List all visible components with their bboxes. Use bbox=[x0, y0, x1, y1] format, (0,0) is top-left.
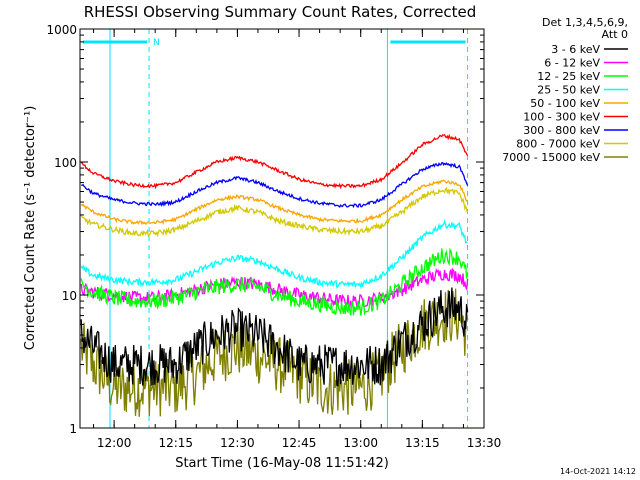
x-tick-label: 13:00 bbox=[343, 436, 378, 450]
y-tick-label: 100 bbox=[54, 156, 77, 170]
x-tick-label: 12:15 bbox=[158, 436, 193, 450]
legend-label: 7000 - 15000 keV bbox=[502, 151, 600, 164]
series-line-300-800-keV bbox=[81, 161, 469, 209]
legend-header-1: Det 1,3,4,5,6,9, bbox=[542, 16, 628, 29]
y-tick-label: 1000 bbox=[46, 23, 77, 37]
series-line-25-50-keV bbox=[80, 218, 468, 290]
legend-label: 25 - 50 keV bbox=[537, 84, 600, 97]
x-tick-label: 13:30 bbox=[467, 436, 502, 450]
x-tick-label: 12:45 bbox=[282, 436, 317, 450]
legend-label: 800 - 7000 keV bbox=[516, 138, 600, 151]
x-tick-label: 13:15 bbox=[405, 436, 440, 450]
legend-label: 300 - 800 keV bbox=[523, 124, 600, 137]
series-line-3-6-keV bbox=[80, 287, 469, 387]
legend-label: 3 - 6 keV bbox=[551, 43, 600, 56]
legend-label: 50 - 100 keV bbox=[530, 97, 600, 110]
y-axis-label: Corrected Count Rate (s⁻¹ detector⁻¹) bbox=[23, 106, 38, 351]
x-axis-label: Start Time (16-May-08 11:51:42) bbox=[175, 456, 389, 471]
series-line-12-25-keV bbox=[80, 247, 469, 316]
footer-date: 14-Oct-2021 14:12 bbox=[560, 467, 636, 476]
series-line-50-100-keV bbox=[80, 179, 468, 226]
series-line-100-300-keV bbox=[80, 133, 469, 190]
x-tick-label: 12:30 bbox=[220, 436, 255, 450]
legend-label: 12 - 25 keV bbox=[537, 70, 600, 83]
x-tick-label: 12:00 bbox=[97, 436, 132, 450]
chart-title: RHESSI Observing Summary Count Rates, Co… bbox=[84, 3, 477, 21]
axes-layer: 1 10 100 1000 12:00 12:15 12:30 12:45 13:00 13:15… bbox=[46, 23, 501, 450]
plot-frame bbox=[79, 28, 485, 429]
series-layer bbox=[80, 133, 469, 417]
night-marker-label: N bbox=[153, 38, 160, 48]
legend-label: 100 - 300 keV bbox=[523, 111, 600, 124]
y-tick-label: 1 bbox=[69, 422, 77, 436]
series-line-6-12-keV bbox=[80, 267, 469, 309]
legend-header-2: Att 0 bbox=[602, 28, 628, 41]
series-line-800-7000-keV bbox=[80, 186, 469, 238]
y-tick-label: 10 bbox=[62, 289, 77, 303]
legend-label: 6 - 12 keV bbox=[544, 57, 600, 70]
